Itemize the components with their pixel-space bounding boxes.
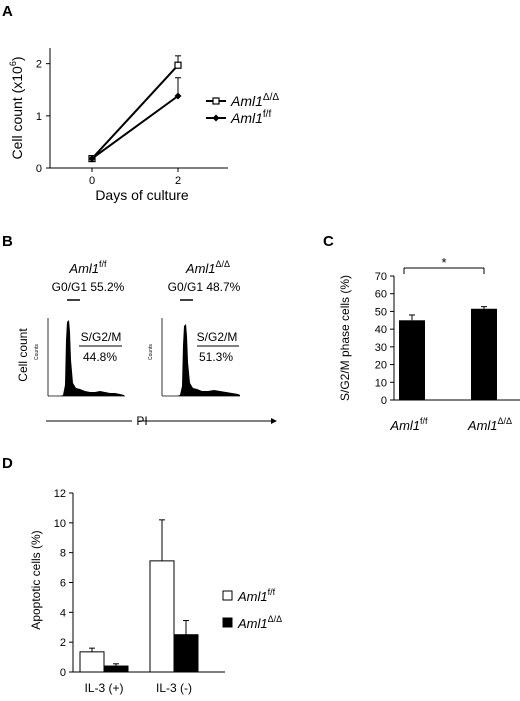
y-tick-label: 60 [375, 289, 387, 301]
sg2m-label: S/G2/M [81, 330, 122, 344]
data-point [174, 92, 182, 100]
x-tick-label: 2 [175, 175, 181, 187]
legend-label: Aml1f/f [230, 109, 271, 126]
mini-axis-label: Counts [148, 344, 154, 360]
bar-chart-c: S/G2/M phase cells (%) 0 10 20 30 40 50 60 70 *… [338, 255, 520, 433]
plot-title: Aml1f/f [68, 259, 107, 276]
y-axis-label: S/G2/M phase cells (%) [338, 275, 352, 401]
bar [79, 651, 105, 673]
y-axis-label: Apoptotic cells (%) [29, 530, 43, 629]
y-axis-label: Cell count (x106) [8, 56, 25, 159]
panel-label-c: C [323, 233, 334, 250]
y-tick-label: 20 [375, 360, 387, 372]
y-tick-label: 0 [60, 667, 66, 679]
legend-label: Aml1Δ/Δ [237, 614, 282, 631]
y-tick-label: 10 [375, 377, 387, 389]
histogram-panel-b: Cell count PI Aml1f/f G0/G1 55.2% S/G2/M… [16, 259, 277, 428]
y-tick-label: 30 [375, 342, 387, 354]
y-axis-label: Cell count [16, 328, 30, 382]
data-point [174, 61, 182, 69]
x-tick-label: 0 [89, 175, 95, 187]
series-line [91, 95, 179, 160]
significance-star: * [441, 255, 446, 270]
y-tick-label: 12 [54, 488, 66, 500]
y-tick-label: 1 [36, 111, 42, 123]
plot-title: Aml1Δ/Δ [185, 259, 230, 276]
legend-label: Aml1Δ/Δ [230, 92, 279, 109]
category-label: IL-3 (+) [84, 681, 123, 695]
significance-bracket: * [403, 255, 485, 274]
bar [399, 320, 425, 400]
bar [471, 308, 497, 400]
sg2m-value: 44.8% [83, 350, 117, 364]
histogram-area [177, 324, 240, 396]
histogram-area [60, 320, 124, 396]
category-label: IL-3 (-) [156, 681, 192, 695]
histogram-aml1-dd: Aml1Δ/Δ G0/G1 48.7% S/G2/M 51.3% Counts [148, 259, 241, 397]
bar [173, 634, 199, 673]
category-label: Aml1f/f [389, 416, 428, 433]
mini-axis-label: Counts [34, 344, 40, 360]
sg2m-value: 51.3% [199, 350, 233, 364]
line-chart-a: Cell count (x106) Days of culture 0 1 2 0 2… [8, 48, 279, 203]
legend-marker [212, 97, 220, 105]
sg2m-label: S/G2/M [197, 330, 238, 344]
series-line [91, 64, 179, 160]
y-tick-label: 70 [375, 271, 387, 283]
panel-label-d: D [2, 455, 13, 472]
y-tick-label: 50 [375, 306, 387, 318]
y-tick-label: 0 [381, 395, 387, 407]
y-tick-label: 6 [60, 578, 66, 590]
bar [103, 665, 129, 673]
bar [149, 560, 175, 673]
y-tick-label: 0 [36, 163, 42, 175]
g0g1-label: G0/G1 48.7% [168, 280, 241, 294]
panel-label-a: A [2, 3, 13, 20]
y-tick-label: 4 [60, 607, 66, 619]
y-tick-label: 2 [36, 59, 42, 71]
legend-label: Aml1f/f [237, 587, 276, 604]
y-tick-label: 8 [60, 548, 66, 560]
legend-swatch [222, 617, 233, 628]
pi-axis-label: PI [136, 414, 147, 428]
legend-marker [212, 114, 220, 122]
y-tick-label: 2 [60, 637, 66, 649]
panel-label-b: B [2, 233, 13, 250]
y-tick-label: 10 [54, 518, 66, 530]
bar-chart-d: Apoptotic cells (%) 0 2 4 6 8 10 12 IL-3 (+) IL… [29, 488, 282, 695]
y-tick-label: 40 [375, 324, 387, 336]
legend-swatch [222, 590, 233, 601]
g0g1-label: G0/G1 55.2% [52, 280, 125, 294]
category-label: Aml1Δ/Δ [467, 416, 512, 433]
arrow-head [271, 418, 277, 424]
data-point [88, 155, 96, 163]
x-axis-label: Days of culture [95, 187, 189, 203]
histogram-aml1-ff: Aml1f/f G0/G1 55.2% S/G2/M 44.8% Counts [34, 259, 125, 397]
